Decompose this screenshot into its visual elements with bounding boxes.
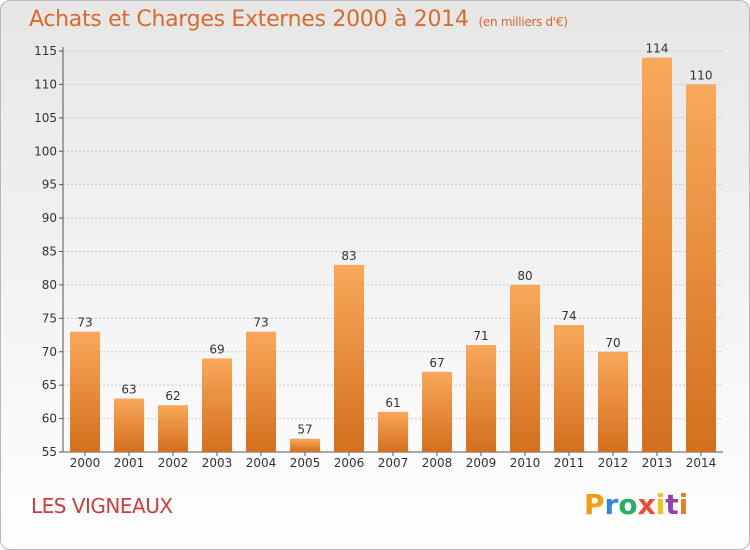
x-tick-label: 2003	[202, 456, 233, 470]
x-tick-label: 2005	[290, 456, 321, 470]
bar-2007	[378, 411, 408, 452]
logo-letter: i	[678, 488, 689, 521]
x-tick-label: 2002	[158, 456, 189, 470]
commune-name: LES VIGNEAUX	[31, 494, 173, 518]
y-tick-label: 80	[42, 278, 57, 292]
y-tick-label: 110	[34, 77, 57, 91]
y-tick-label: 90	[42, 211, 57, 225]
data-label: 70	[605, 336, 620, 350]
logo-letter: x	[637, 488, 656, 521]
x-tick-label: 2006	[334, 456, 365, 470]
x-tick-label: 2012	[598, 456, 629, 470]
data-label: 74	[561, 309, 576, 323]
logo-letter: P	[584, 488, 605, 521]
bar-2001	[114, 398, 144, 452]
data-label: 80	[517, 269, 532, 283]
bar-2004	[246, 331, 276, 452]
x-tick-label: 2004	[246, 456, 277, 470]
x-tick-label: 2010	[510, 456, 541, 470]
y-tick-label: 65	[42, 378, 57, 392]
data-label: 83	[341, 249, 356, 263]
data-label: 114	[646, 42, 669, 56]
bar-2003	[202, 358, 232, 452]
data-label: 71	[473, 329, 488, 343]
y-tick-label: 75	[42, 311, 57, 325]
bar-2006	[334, 264, 364, 452]
data-label: 73	[77, 316, 92, 330]
chart-title-text: Achats et Charges Externes 2000 à 2014	[29, 7, 469, 32]
data-label: 61	[385, 396, 400, 410]
logo-letter: r	[604, 488, 619, 521]
y-tick-label: 105	[34, 111, 57, 125]
bar-2014	[686, 84, 716, 453]
bar-2010	[510, 284, 540, 452]
y-tick-label: 100	[34, 144, 57, 158]
bar-2009	[466, 345, 496, 452]
x-tick-label: 2001	[114, 456, 145, 470]
y-tick-label: 55	[42, 445, 57, 459]
y-tick-label: 115	[34, 44, 57, 58]
data-label: 73	[253, 316, 268, 330]
bar-2011	[554, 325, 584, 452]
chart-subtitle: (en milliers d'€)	[478, 15, 568, 29]
bars	[70, 57, 716, 453]
chart-title: Achats et Charges Externes 2000 à 2014 (e…	[29, 7, 568, 32]
y-tick-label: 95	[42, 178, 57, 192]
bar-2005	[290, 438, 320, 452]
logo-letter: o	[618, 488, 638, 521]
y-tick-label: 85	[42, 245, 57, 259]
bar-2008	[422, 371, 452, 452]
data-labels: 73 63 62 69 73 57 83 61 67 71 80 74 70 114 110	[77, 42, 712, 437]
x-tick-label: 2011	[554, 456, 585, 470]
data-label: 69	[209, 342, 224, 356]
data-label: 110	[690, 68, 713, 82]
x-tick-label: 2008	[422, 456, 453, 470]
data-label: 63	[121, 383, 136, 397]
proxiti-logo: Proxiti	[584, 488, 688, 521]
data-label: 67	[429, 356, 444, 370]
x-tick-label: 2000	[70, 456, 101, 470]
y-tick-label: 70	[42, 345, 57, 359]
y-tick-label: 60	[42, 412, 57, 426]
bar-2000	[70, 331, 100, 452]
bar-2002	[158, 405, 188, 452]
x-tick-label: 2013	[642, 456, 673, 470]
y-tick-labels: 55 60 65 70 75 80 85 90 95 100 105 110 115	[34, 44, 57, 459]
bar-2012	[598, 351, 628, 452]
data-label: 57	[297, 423, 312, 437]
logo-letter: i	[655, 488, 666, 521]
bar-2013	[642, 57, 672, 452]
x-tick-labels: 2000 2001 2002 2003 2004 2005 2006 2007 2008 2009…	[70, 456, 717, 470]
logo-letter: t	[665, 488, 679, 521]
x-tick-label: 2007	[378, 456, 409, 470]
x-tick-label: 2014	[686, 456, 717, 470]
data-label: 62	[165, 389, 180, 403]
x-tick-label: 2009	[466, 456, 497, 470]
